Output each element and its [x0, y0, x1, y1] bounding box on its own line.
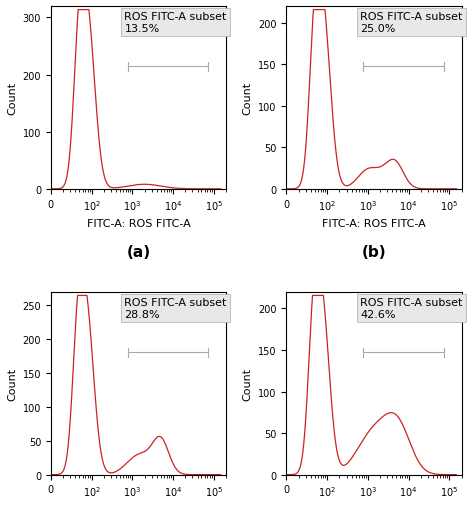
- Text: (b): (b): [362, 244, 386, 259]
- Y-axis label: Count: Count: [243, 82, 253, 115]
- X-axis label: FITC-A: ROS FITC-A: FITC-A: ROS FITC-A: [87, 219, 190, 228]
- Y-axis label: Count: Count: [7, 367, 17, 400]
- Text: ROS FITC-A subset
42.6%: ROS FITC-A subset 42.6%: [360, 297, 462, 319]
- Text: (a): (a): [127, 244, 150, 259]
- Text: ROS FITC-A subset
28.8%: ROS FITC-A subset 28.8%: [124, 297, 227, 319]
- Text: ROS FITC-A subset
13.5%: ROS FITC-A subset 13.5%: [124, 13, 227, 34]
- X-axis label: FITC-A: ROS FITC-A: FITC-A: ROS FITC-A: [87, 503, 190, 505]
- Y-axis label: Count: Count: [243, 367, 253, 400]
- Y-axis label: Count: Count: [7, 82, 17, 115]
- X-axis label: FITC-A: ROS FITC-A: FITC-A: ROS FITC-A: [322, 503, 426, 505]
- Text: ROS FITC-A subset
25.0%: ROS FITC-A subset 25.0%: [360, 13, 462, 34]
- X-axis label: FITC-A: ROS FITC-A: FITC-A: ROS FITC-A: [322, 219, 426, 228]
